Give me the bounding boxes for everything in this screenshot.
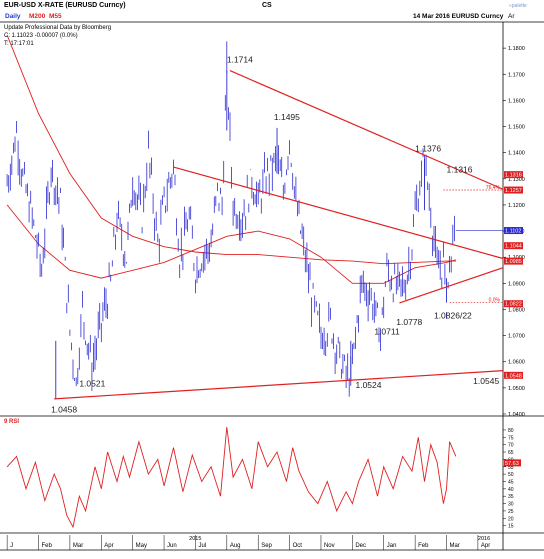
price-annotation: 1.0545 <box>473 376 499 386</box>
price-y-tick-label: 1.1300 <box>508 177 525 183</box>
price-y-tick-label: 1.1600 <box>508 98 525 104</box>
rsi-y-tick-label: 70 <box>508 443 514 449</box>
year-label: 2016 <box>478 536 490 542</box>
x-tick-label: Jul <box>198 543 206 549</box>
price-y-tick-label: 1.0800 <box>508 307 525 313</box>
axis-value-tag <box>504 300 523 308</box>
rsi-title: 9 RSI <box>4 419 19 425</box>
chart-subheader: Daily M200 M55 14 Mar 2016 EURUSD Curncy… <box>0 12 544 22</box>
ma-short-legend: M55 <box>49 13 62 20</box>
price-y-tick-label: 1.0600 <box>508 360 525 366</box>
price-y-tick-label: 1.1700 <box>508 72 525 78</box>
x-tick-label: J <box>10 543 13 549</box>
security-title: EUR-USD X-RATE (EURUSD Curncy) <box>4 2 126 9</box>
x-tick-label: May <box>136 543 147 549</box>
rsi-value-tag <box>504 459 521 467</box>
axis-value-tag <box>504 257 523 265</box>
x-tick-label: Mar <box>450 543 460 549</box>
trend-line <box>229 70 504 190</box>
chart-header: EUR-USD X-RATE (EURUSD Curncy) CS «palet… <box>0 0 544 12</box>
x-tick-label: Nov <box>324 543 335 549</box>
info-close: C: 1.11023 -0.00007 (0.0%) <box>4 33 78 39</box>
moving-average-M200 <box>6 34 456 265</box>
rsi-y-tick-label: 20 <box>508 516 514 522</box>
price-annotation: 1.1376 <box>415 143 441 153</box>
rsi-y-tick-label: 65 <box>508 450 514 456</box>
price-y-tick-label: 1.0500 <box>508 386 525 392</box>
price-annotation: 1.1316 <box>447 164 473 174</box>
x-tick-label: Aug <box>230 543 241 549</box>
axis-value-tag <box>504 242 523 250</box>
rsi-y-tick-label: 75 <box>508 435 514 441</box>
axis-value-tag-label: 1.1316 <box>505 173 522 179</box>
axis-value-tag-label: 1.1044 <box>505 244 522 250</box>
x-tick-label: Feb <box>42 543 53 549</box>
rsi-y-tick-label: 40 <box>508 487 514 493</box>
palette-link[interactable]: «palette <box>509 3 527 9</box>
trend-line <box>54 370 504 400</box>
price-annotation: 1.0521 <box>79 379 105 389</box>
price-y-tick-label: 1.1500 <box>508 125 525 131</box>
x-tick-label: Sep <box>261 543 272 549</box>
year-label: 2015 <box>189 536 201 542</box>
x-tick-label: Apr <box>104 543 113 549</box>
price-y-tick-label: 1.1400 <box>508 151 525 157</box>
fib-level-label: 76.4% <box>486 185 501 191</box>
info-time: T: 17:17:01 <box>4 41 34 47</box>
price-y-tick-label: 1.1800 <box>508 46 525 52</box>
price-y-tick-label: 1.0700 <box>508 334 525 340</box>
price-annotation: 1.0826/22 <box>434 311 472 321</box>
price-y-tick-label: 1.0900 <box>508 281 525 287</box>
x-tick-label: Apr <box>481 543 490 549</box>
chart-style-label[interactable]: CS <box>262 2 272 9</box>
info-source: Update Professional Data by Bloomberg <box>4 25 112 31</box>
axis-value-tag-label: 1.0822 <box>505 302 522 308</box>
rsi-y-tick-label: 25 <box>508 509 514 515</box>
price-annotation: 1.0711 <box>374 326 400 336</box>
trend-line <box>399 267 504 304</box>
axis-value-tag <box>504 171 523 179</box>
axis-value-tag-label: 1.0985 <box>505 259 522 265</box>
x-tick-label: Oct <box>293 543 303 549</box>
price-y-tick-label: 1.1200 <box>508 203 525 209</box>
rsi-value-tag-label: 57.63 <box>505 461 519 467</box>
axis-value-tag-label: 1.1257 <box>505 188 522 194</box>
date-ticker: 14 Mar 2016 EURUSD Curncy <box>413 13 504 20</box>
axis-value-tag-label: 1.0548 <box>505 373 522 379</box>
info-box: Update Professional Data by Bloomberg C:… <box>4 24 111 48</box>
ma-long-legend: M200 <box>29 13 46 20</box>
price-annotation: 1.0458 <box>51 405 77 415</box>
axis-value-tag-label: 1.1102 <box>505 229 521 235</box>
rsi-y-tick-label: 45 <box>508 479 514 485</box>
rsi-y-tick-label: 50 <box>508 472 514 478</box>
price-annotation: 1.1495 <box>274 112 300 122</box>
trend-line <box>173 166 504 260</box>
rsi-y-tick-label: 55 <box>508 465 514 471</box>
x-tick-label: Jun <box>167 543 177 549</box>
rsi-y-tick-label: 80 <box>508 428 514 434</box>
x-tick-label: Mar <box>73 543 83 549</box>
rsi-y-tick-label: 30 <box>508 502 514 508</box>
rsi-y-tick-label: 35 <box>508 494 514 500</box>
rsi-line <box>6 426 457 529</box>
axis-value-tag <box>504 186 523 194</box>
price-annotation: 1.1714 <box>227 55 253 65</box>
rsi-y-tick-label: 15 <box>508 524 514 530</box>
price-annotation: 1.0778 <box>396 317 422 327</box>
price-y-tick-label: 1.0400 <box>508 412 525 418</box>
period-selector[interactable]: Daily <box>5 13 21 20</box>
price-annotation: 1.0524 <box>355 380 381 390</box>
x-tick-label: Feb <box>418 543 429 549</box>
axis-value-tag <box>504 371 523 379</box>
fib-level-label: 0.0% <box>489 298 501 304</box>
axis-label: Ar <box>508 13 515 20</box>
x-tick-label: Dec <box>355 543 366 549</box>
x-tick-label: Jan <box>387 543 397 549</box>
axis-value-tag <box>504 227 523 235</box>
